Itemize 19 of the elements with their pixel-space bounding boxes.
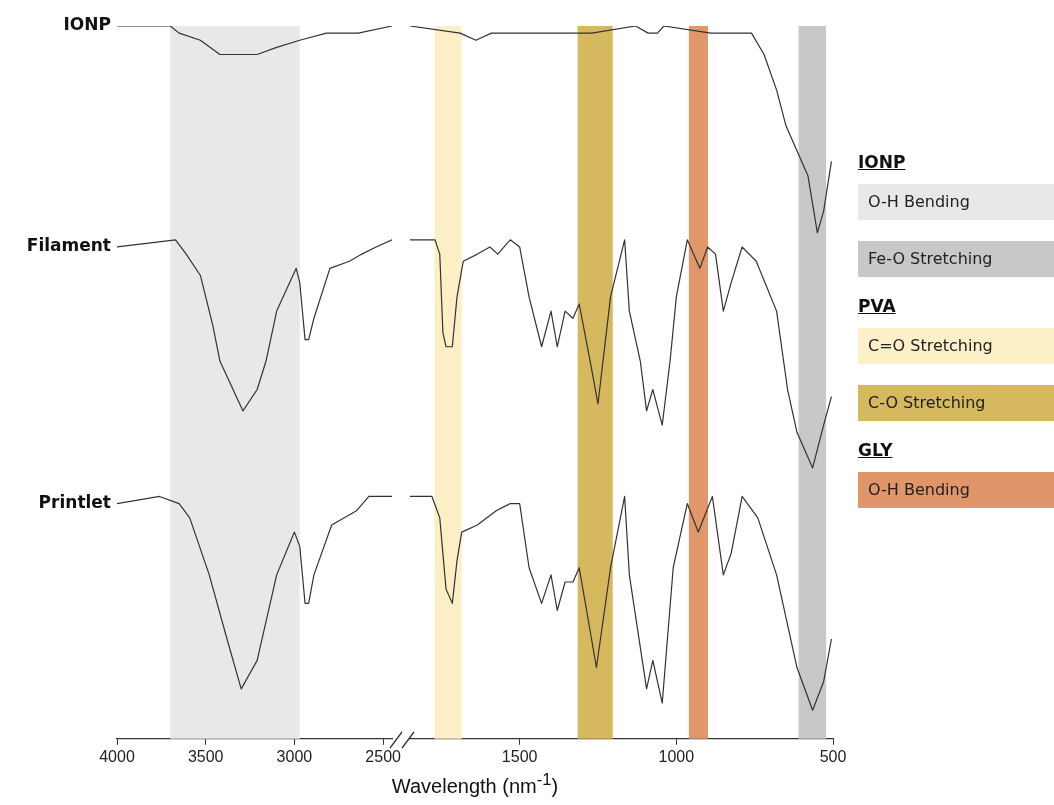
category-label: O-H Bending	[858, 472, 1054, 508]
category-label: O-H Bending	[858, 184, 1054, 220]
series-label: Filament	[26, 235, 111, 256]
x-tick-label: 4000	[99, 747, 135, 765]
category-label: Fe-O Stretching	[858, 241, 1054, 277]
text: PVA	[858, 296, 897, 316]
text: IONP	[858, 152, 907, 172]
x-tick-label: 1000	[658, 747, 695, 765]
series-label: IONP	[63, 14, 111, 35]
x-tick-label: 3000	[276, 747, 313, 765]
category-label: C-O Stretching	[858, 385, 1054, 421]
text: GLY	[858, 440, 894, 460]
x-tick-label: 1500	[501, 747, 538, 765]
category-label: C=O Stretching	[858, 328, 1054, 364]
x-tick-label: 3500	[187, 747, 224, 765]
x-tick-label: 2500	[365, 747, 402, 765]
x-axis-title: Wavelength (nm$^{-1}$)	[390, 770, 560, 798]
x-tick-label: 500	[819, 747, 847, 765]
series-label: Printlet	[38, 492, 111, 512]
